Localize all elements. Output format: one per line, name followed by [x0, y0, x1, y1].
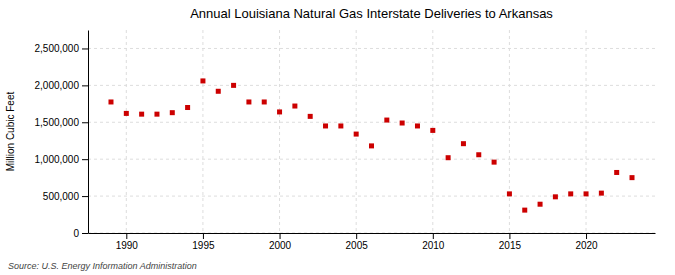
- tick: 2005: [346, 233, 369, 251]
- point: [415, 123, 420, 128]
- tick-mark: [82, 196, 88, 197]
- tick-label: 1,500,000: [35, 117, 80, 128]
- point: [369, 143, 374, 148]
- source-note: Source: U.S. Energy Information Administ…: [8, 261, 197, 271]
- tick-mark: [203, 233, 204, 239]
- axis-line: [88, 31, 89, 234]
- point: [108, 99, 113, 104]
- tick-label: 1990: [116, 240, 139, 251]
- point: [124, 111, 129, 116]
- tick-label: 2020: [575, 240, 598, 251]
- point: [139, 112, 144, 117]
- tick-mark: [126, 233, 127, 239]
- grid-line: [88, 233, 655, 234]
- grid: [88, 30, 655, 233]
- tick-mark: [509, 233, 510, 239]
- point: [568, 191, 573, 196]
- tick-mark: [280, 233, 281, 239]
- point: [538, 202, 543, 207]
- tick-label: 0: [73, 228, 79, 239]
- tick-label: 2010: [422, 240, 445, 251]
- point: [170, 110, 175, 115]
- y-axis: 0 500,000 1,000,000 1,500,000 2,000,000 2,500…: [35, 31, 89, 239]
- point: [185, 105, 190, 110]
- point: [553, 194, 558, 199]
- point: [614, 170, 619, 175]
- point: [308, 114, 313, 119]
- point: [216, 89, 221, 94]
- tick: 2000: [269, 233, 292, 251]
- tick-label: 2015: [499, 240, 522, 251]
- tick-mark: [586, 233, 587, 239]
- tick-mark: [82, 233, 88, 234]
- tick-label: 500,000: [43, 191, 80, 202]
- plot: 1990 1995 2000 2005 2010 2015 2020 0 500,000 1,00…: [35, 30, 656, 251]
- tick-label: 1995: [192, 240, 215, 251]
- point: [522, 208, 527, 213]
- point: [262, 99, 267, 104]
- tick: 500,000: [43, 191, 88, 202]
- points: [108, 78, 634, 212]
- grid-line: [88, 122, 655, 123]
- tick: 2010: [422, 233, 445, 251]
- tick-mark: [82, 159, 88, 160]
- grid-line: [88, 159, 655, 160]
- point: [154, 112, 159, 117]
- point: [400, 121, 405, 126]
- title: Annual Louisiana Natural Gas Interstate …: [190, 6, 553, 21]
- tick: 2015: [499, 233, 522, 251]
- point: [507, 191, 512, 196]
- tick-label: 1,000,000: [35, 154, 80, 165]
- tick: 1990: [116, 233, 139, 251]
- point: [630, 175, 635, 180]
- tick: 1,000,000: [35, 154, 89, 165]
- tick: 1,500,000: [35, 117, 89, 128]
- point: [584, 191, 589, 196]
- x-axis: 1990 1995 2000 2005 2010 2015 2020: [89, 233, 656, 251]
- tick-mark: [433, 233, 434, 239]
- grid-line: [88, 85, 655, 86]
- point: [292, 104, 297, 109]
- chart: 1990 1995 2000 2005 2010 2015 2020 0 500,000 1,00…: [0, 0, 675, 275]
- tick: 2,500,000: [35, 43, 89, 54]
- point: [338, 123, 343, 128]
- point: [200, 78, 205, 83]
- point: [461, 141, 466, 146]
- grid-line: [586, 30, 587, 233]
- point: [231, 83, 236, 88]
- point: [354, 132, 359, 137]
- tick-mark: [82, 48, 88, 49]
- tick: 0: [73, 228, 88, 239]
- point: [476, 152, 481, 157]
- tick-label: 2000: [269, 240, 292, 251]
- tick-label: 2,000,000: [35, 80, 80, 91]
- axis-line: [89, 233, 656, 234]
- grid-line: [126, 30, 127, 233]
- tick-mark: [82, 85, 88, 86]
- tick-mark: [82, 122, 88, 123]
- grid-line: [279, 30, 280, 233]
- grid-line: [509, 30, 510, 233]
- tick-label: 2005: [346, 240, 369, 251]
- tick-label: 2,500,000: [35, 43, 80, 54]
- tick: 1995: [192, 233, 215, 251]
- grid-line: [202, 30, 203, 233]
- point: [323, 123, 328, 128]
- point: [277, 109, 282, 114]
- point: [430, 128, 435, 133]
- grid-line: [356, 30, 357, 233]
- grid-line: [88, 48, 655, 49]
- point: [492, 160, 497, 165]
- point: [246, 99, 251, 104]
- tick-mark: [356, 233, 357, 239]
- tick: 2020: [575, 233, 598, 251]
- tick: 2,000,000: [35, 80, 89, 91]
- point: [384, 118, 389, 123]
- point: [599, 191, 604, 196]
- y-axis-title: Million Cubic Feet: [5, 92, 16, 172]
- point: [446, 155, 451, 160]
